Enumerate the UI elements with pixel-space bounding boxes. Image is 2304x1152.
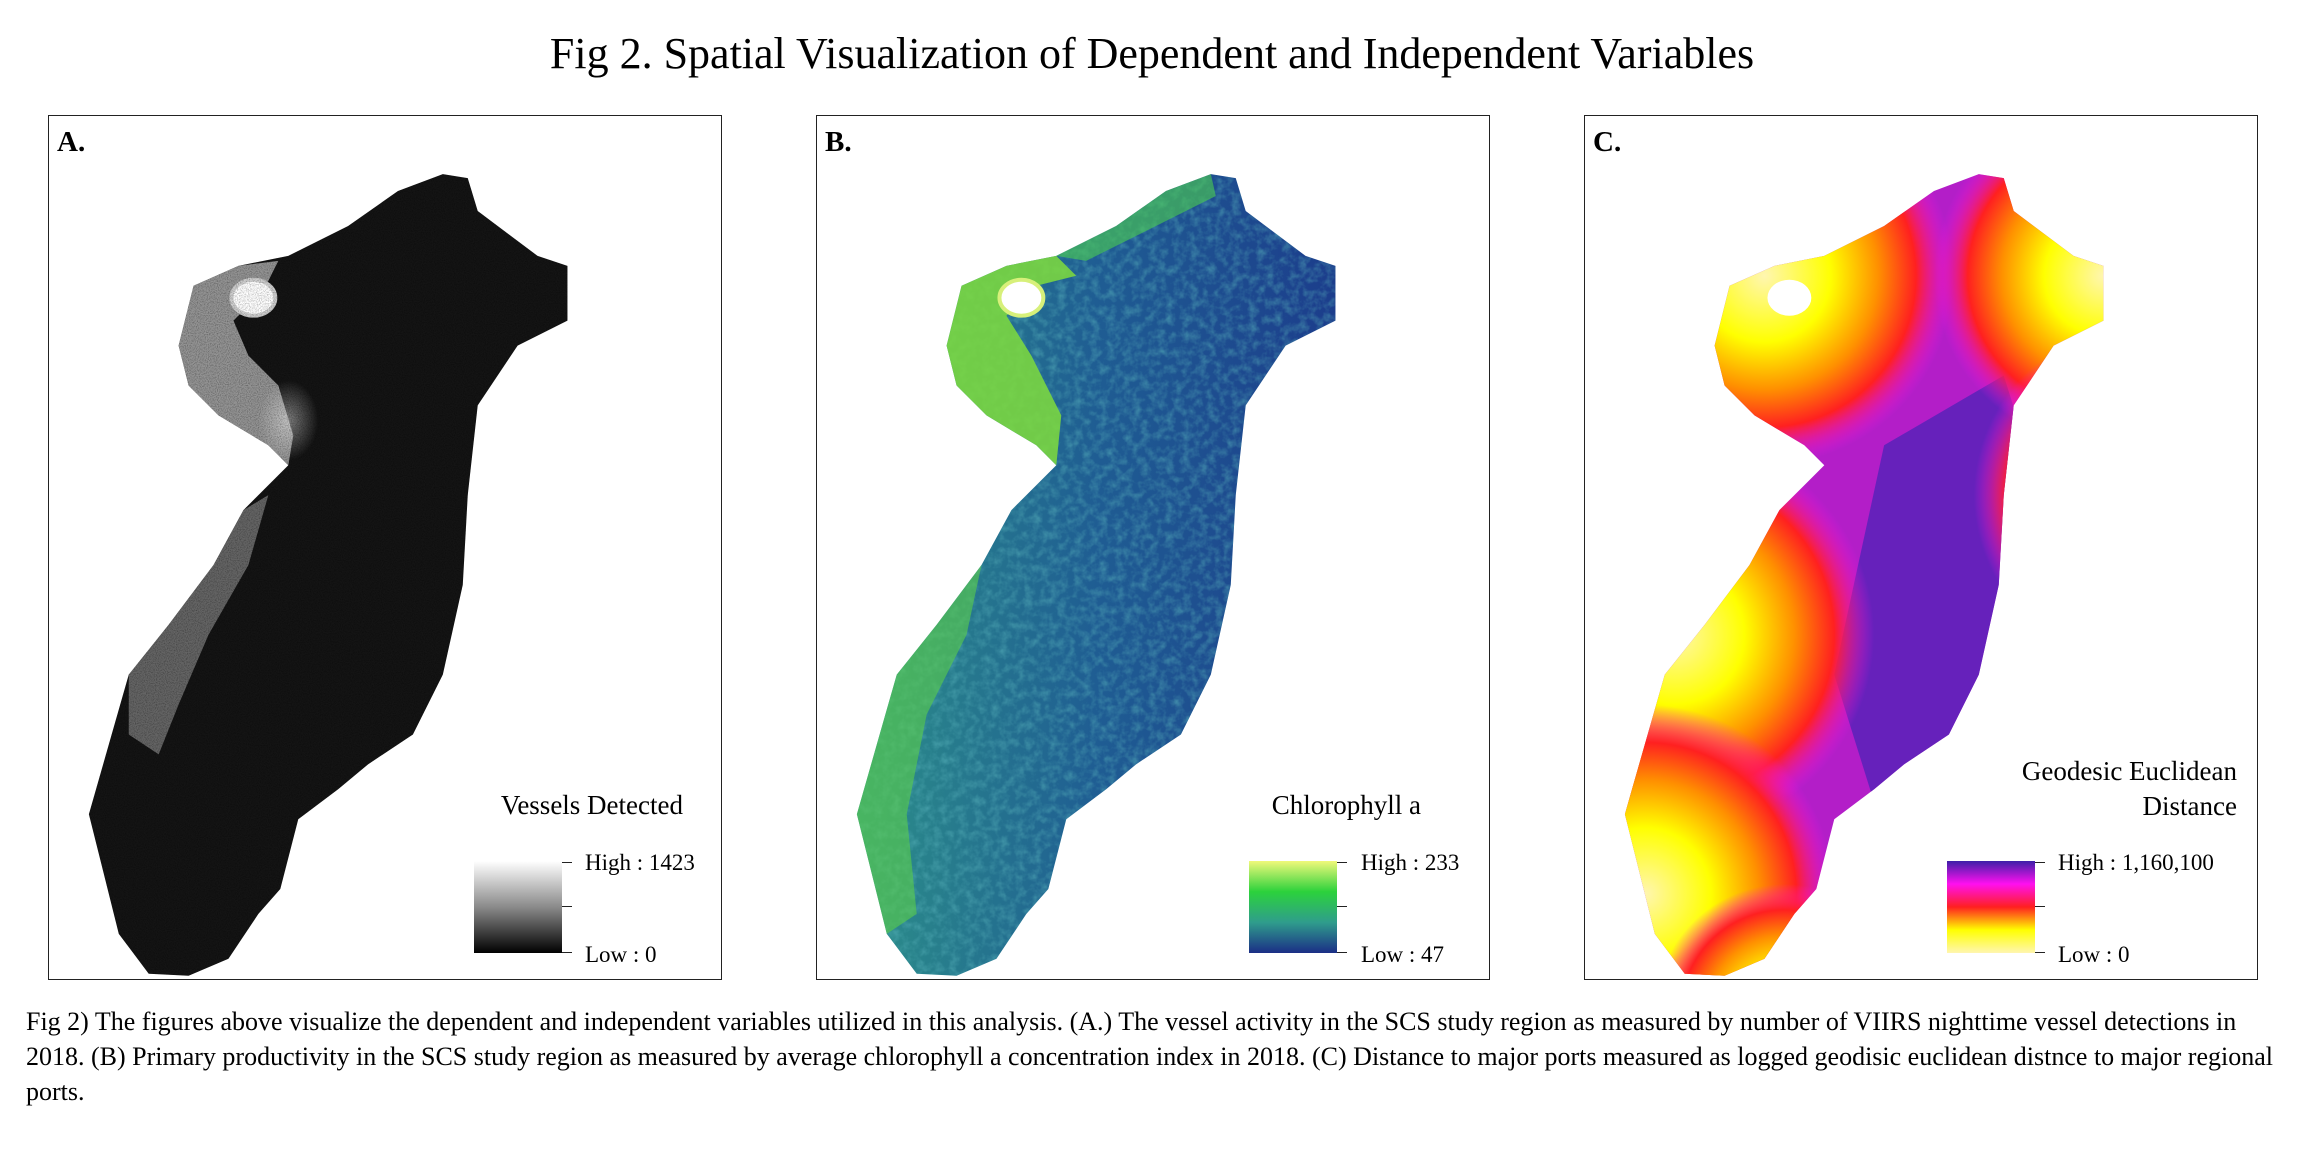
- panel-c-low-tick: [2035, 952, 2045, 953]
- port-distance-map: [1624, 174, 2104, 976]
- panel-a-high-tick: [562, 862, 572, 863]
- figure-caption: Fig 2) The figures above visualize the d…: [26, 1007, 2273, 1106]
- panel-b-high-label: High : 233: [1361, 850, 1460, 875]
- figure-title: Fig 2. Spatial Visualization of Dependen…: [549, 29, 1755, 78]
- panel-c-legend-title: Geodesic Euclidean Distance: [2021, 756, 2237, 821]
- panel-a-low-tick: [562, 952, 572, 953]
- panel-b-label: B.: [825, 126, 852, 158]
- panel-a-color-ramp: [474, 861, 562, 953]
- chlorophyll-map: [856, 174, 1336, 976]
- gulf-island: [1767, 279, 1812, 316]
- panel-c-low-label: Low : 0: [2058, 942, 2130, 967]
- panel-a-legend-title: Vessels Detected: [500, 790, 683, 820]
- panel-b-mid-tick: [1337, 906, 1347, 907]
- panel-b-legend-title: Chlorophyll a: [1271, 790, 1421, 820]
- panel-a-label: A.: [57, 126, 86, 158]
- panel-b-low-label: Low : 47: [1361, 942, 1445, 967]
- coastal-high-chlorophyll: [946, 255, 1077, 466]
- panel-c-color-ramp: [1947, 861, 2035, 953]
- coastal-high-chlorophyll-south: [856, 564, 982, 934]
- panel-c-mid-tick: [2035, 906, 2045, 907]
- panel-b-color-ramp: [1249, 861, 1337, 953]
- panel-c-label: C.: [1593, 126, 1622, 158]
- vessel-density-map: [88, 174, 568, 976]
- panel-b-chlorophyll: B. Chlorophyll a High : 233 Low : 47: [816, 115, 1490, 980]
- panel-a-high-label: High : 1423: [585, 850, 695, 875]
- panel-c-distance: C. Geodesic Euclidean Distance High : 1,…: [1584, 115, 2258, 980]
- panel-a-low-label: Low : 0: [585, 942, 657, 967]
- panel-c-high-label: High : 1,160,100: [2058, 850, 2214, 875]
- panel-a-mid-tick: [562, 906, 572, 907]
- gulf-island: [997, 277, 1046, 318]
- north-coast-band: [1056, 174, 1216, 261]
- panel-b-high-tick: [1337, 862, 1347, 863]
- panel-b-low-tick: [1337, 952, 1347, 953]
- panel-a-vessels: A. Vessels Detected High : 1423 Low : 0: [48, 115, 722, 980]
- panel-c-high-tick: [2035, 862, 2045, 863]
